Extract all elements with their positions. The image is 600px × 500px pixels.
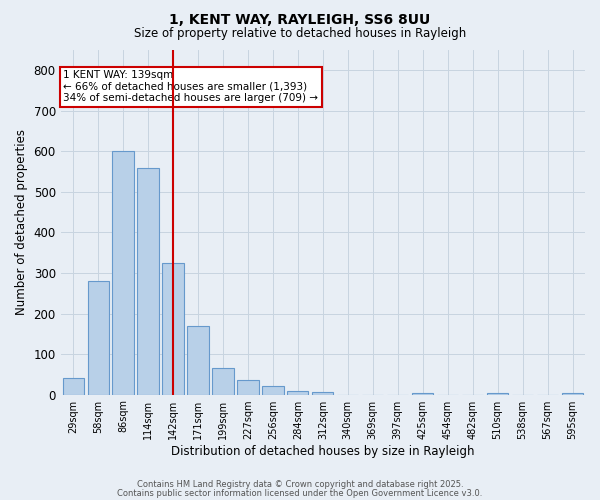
Bar [212, 368, 233, 394]
Bar [62, 378, 84, 394]
Bar [262, 386, 284, 394]
Bar [163, 263, 184, 394]
Text: 1 KENT WAY: 139sqm
← 66% of detached houses are smaller (1,393)
34% of semi-deta: 1 KENT WAY: 139sqm ← 66% of detached hou… [63, 70, 318, 104]
Bar [112, 152, 134, 394]
Bar [238, 380, 259, 394]
Text: 1, KENT WAY, RAYLEIGH, SS6 8UU: 1, KENT WAY, RAYLEIGH, SS6 8UU [169, 12, 431, 26]
Bar [562, 393, 583, 394]
Bar [487, 393, 508, 394]
Bar [287, 390, 308, 394]
Bar [88, 281, 109, 394]
Bar [412, 393, 433, 394]
Bar [187, 326, 209, 394]
Bar [137, 168, 158, 394]
Text: Contains HM Land Registry data © Crown copyright and database right 2025.: Contains HM Land Registry data © Crown c… [137, 480, 463, 489]
Bar [312, 392, 334, 394]
Y-axis label: Number of detached properties: Number of detached properties [15, 130, 28, 316]
Text: Size of property relative to detached houses in Rayleigh: Size of property relative to detached ho… [134, 28, 466, 40]
X-axis label: Distribution of detached houses by size in Rayleigh: Distribution of detached houses by size … [171, 444, 475, 458]
Text: Contains public sector information licensed under the Open Government Licence v3: Contains public sector information licen… [118, 488, 482, 498]
